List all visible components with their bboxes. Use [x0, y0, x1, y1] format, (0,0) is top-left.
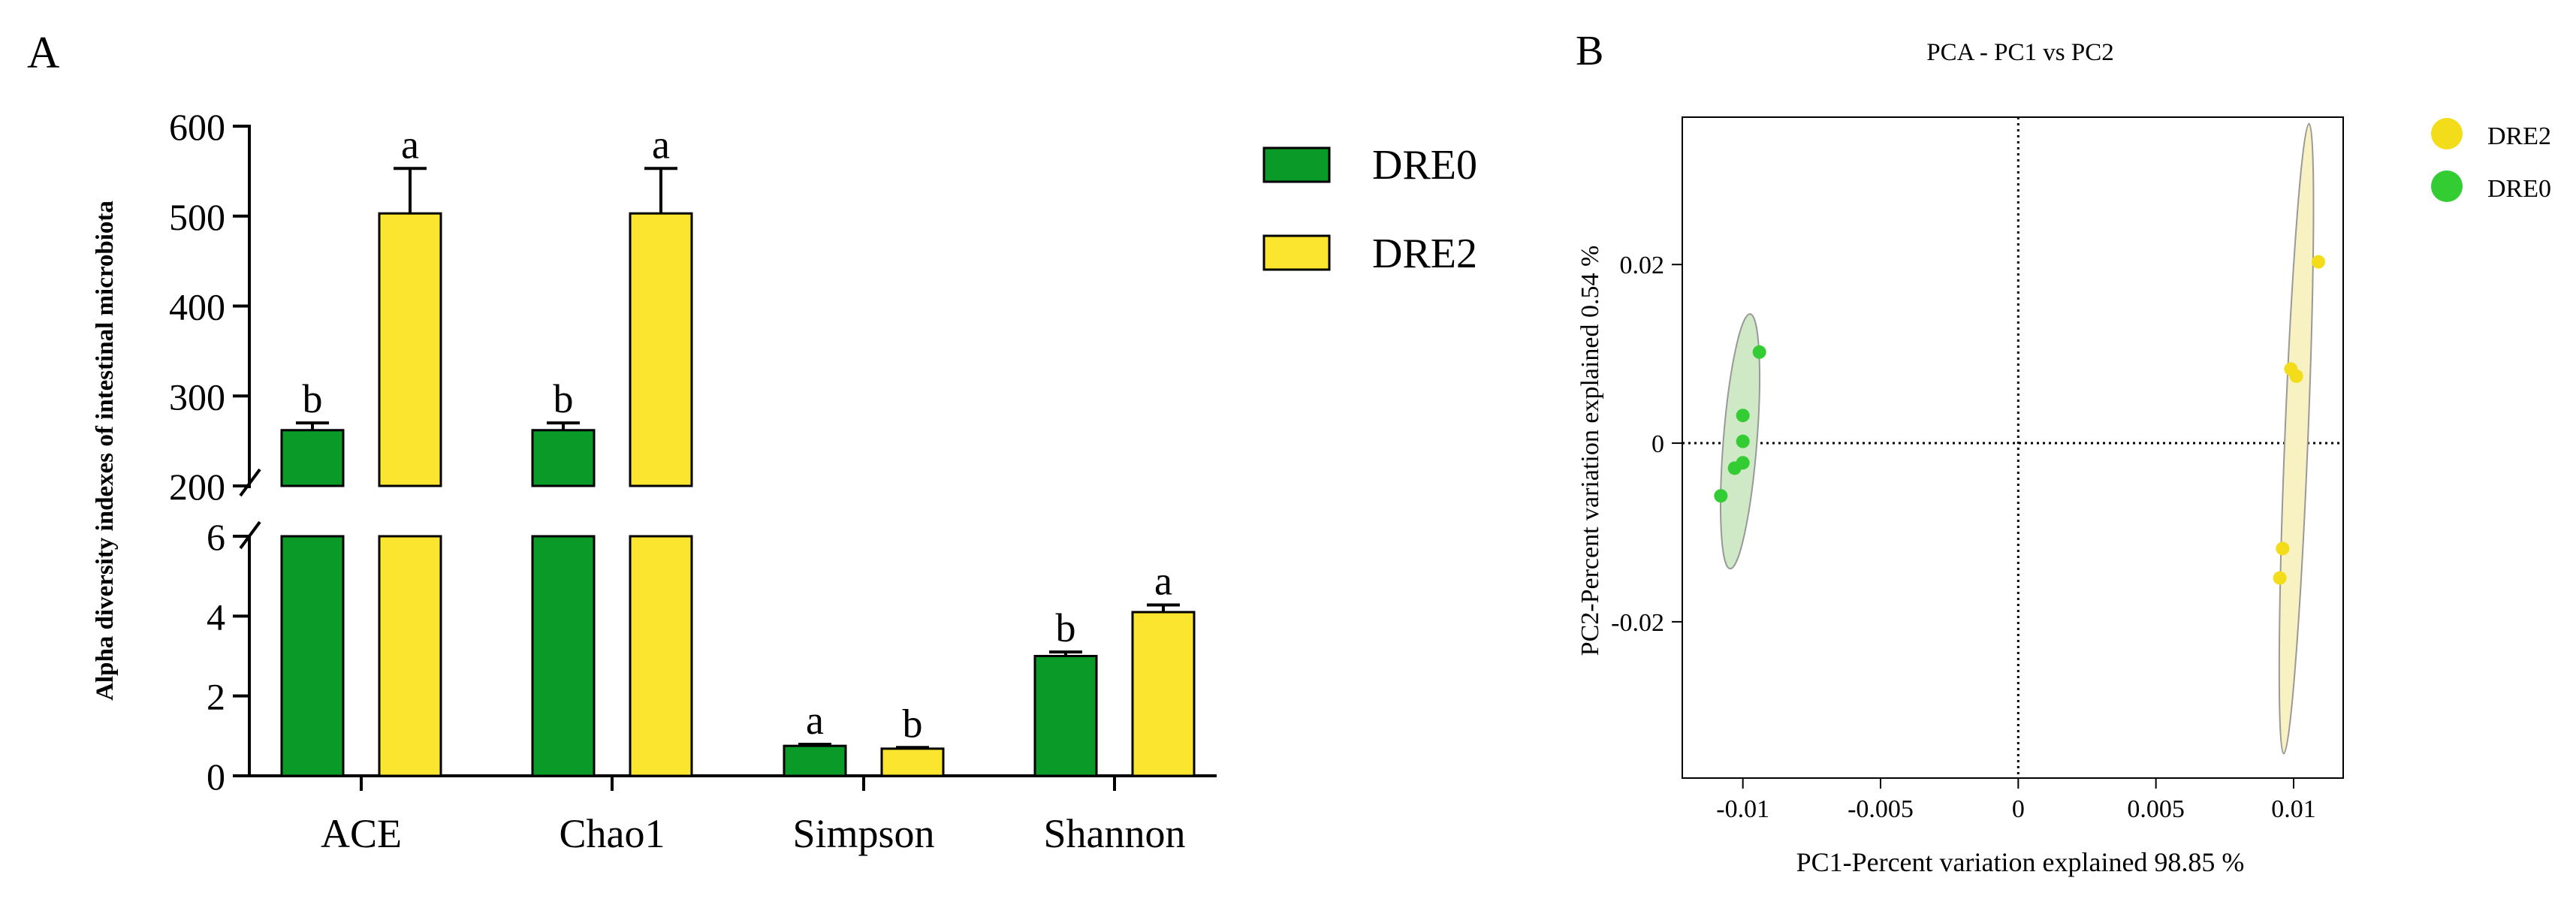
point-dre0-6: [1714, 489, 1728, 503]
bar-dre2-ace-upper: [378, 212, 442, 487]
y-axis-break-mark-upper: [239, 468, 261, 497]
y-tick-label-300: 300: [169, 376, 225, 418]
point-dre0-2: [1736, 409, 1750, 423]
significance-letter-dre0-chao1: b: [554, 376, 574, 421]
panel-b-title: PCA - PC1 vs PC2: [1926, 39, 2113, 66]
panel-b: B PCA - PC1 vs PC2 PC1-Percent variation…: [1576, 28, 2551, 877]
legend-label-dre0: DRE0: [1372, 142, 1477, 189]
y-tick-label-600: 600: [169, 106, 225, 148]
significance-letter-dre0-ace: b: [303, 376, 323, 421]
point-dre2-4: [2276, 541, 2290, 556]
significance-letter-dre0-simpson: a: [806, 698, 824, 743]
pca-x-tick-label-2: 0: [2012, 795, 2025, 823]
point-dre0-5: [1727, 461, 1742, 475]
legend-swatch-dre2: [1262, 234, 1331, 271]
bar-dre2-chao1-upper: [629, 212, 693, 487]
y-tick-label-4: 4: [207, 596, 225, 638]
significance-letter-dre0-shannon: b: [1056, 605, 1076, 650]
y-tick-label-500: 500: [169, 196, 225, 238]
legend-label-dre2: DRE2: [1372, 231, 1477, 277]
pca-x-tick-label-3: 0.005: [2127, 795, 2185, 823]
confidence-ellipse-dre2: [2278, 122, 2315, 755]
pca-x-tick-label-4: 0.01: [2271, 795, 2316, 823]
significance-letter-dre2-chao1: a: [652, 122, 670, 167]
legend-label-dre2-pca: DRE2: [2487, 122, 2551, 150]
pca-plot-frame: [1682, 116, 2344, 779]
bar-dre2-shannon: [1131, 611, 1196, 777]
panel-a-legend: DRE0 DRE2: [1262, 142, 1477, 277]
bar-dre0-shannon: [1033, 655, 1098, 777]
pca-y-tick-label-0: -0.02: [1611, 609, 1664, 637]
legend-marker-dre0: [2431, 170, 2463, 202]
pca-y-tick-label-1: 0: [1651, 430, 1664, 458]
bar-dre0-ace-lower: [280, 535, 345, 777]
x-tick-label-chao1: Chao1: [560, 811, 665, 856]
y-tick-label-2: 2: [207, 676, 225, 718]
point-dre2-3: [2289, 369, 2303, 383]
bar-dre0-ace-upper: [280, 429, 345, 487]
y-axis-break-mark-lower: [239, 520, 261, 550]
y-tick-label-0: 0: [207, 756, 225, 798]
panel-b-y-axis-title: PC2-Percent variation explained 0.54 %: [1576, 246, 1604, 656]
panel-a-label: A: [27, 28, 59, 77]
point-dre2-1: [2312, 255, 2325, 269]
panel-b-label: B: [1576, 28, 1603, 74]
pca-x-tick-label-0: -0.01: [1716, 795, 1769, 823]
y-tick-label-6: 6: [207, 516, 225, 558]
pca-x-tick-label-1: -0.005: [1848, 795, 1914, 823]
y-tick-label-400: 400: [169, 286, 225, 328]
panel-a-bars: [280, 167, 1196, 777]
significance-letter-dre2-simpson: b: [903, 701, 923, 746]
panel-a-tick-labels: 200 300 400 500 600 0 2 4 6 ACE b a Chao1 b a Simpson a b…: [169, 106, 1186, 856]
bar-dre2-ace-lower: [378, 535, 442, 777]
pca-y-tick-label-2: 0.02: [1620, 252, 1665, 279]
bar-dre2-simpson: [880, 747, 945, 777]
significance-letter-dre2-shannon: a: [1154, 558, 1172, 603]
bar-dre0-simpson: [783, 744, 847, 777]
bar-dre0-chao1-lower: [531, 535, 596, 777]
significance-letter-dre2-ace: a: [401, 122, 419, 167]
legend-label-dre0-pca: DRE0: [2487, 175, 2551, 203]
bar-dre0-chao1-upper: [531, 429, 596, 487]
x-tick-label-ace: ACE: [321, 811, 402, 856]
point-dre2-5: [2273, 571, 2287, 585]
point-dre0-3: [1736, 434, 1750, 448]
x-tick-label-shannon: Shannon: [1044, 811, 1186, 856]
bar-dre2-chao1-lower: [629, 535, 693, 777]
panel-b-plot: -0.01 -0.005 0 0.005 0.01 -0.02 0 0.02: [1611, 116, 2344, 823]
legend-marker-dre2: [2431, 118, 2463, 149]
panel-b-x-axis-title: PC1-Percent variation explained 98.85 %: [1796, 847, 2245, 877]
x-tick-label-simpson: Simpson: [792, 811, 934, 856]
y-tick-label-200: 200: [169, 466, 225, 508]
panel-a-y-axis-title: Alpha diversity indexes of intestinal mi…: [92, 201, 119, 701]
panel-b-legend: DRE2 DRE0: [2431, 118, 2551, 203]
panel-a: A Alpha diversity indexes of intestinal …: [27, 28, 1477, 856]
legend-swatch-dre0: [1262, 146, 1331, 183]
point-dre0-1: [1752, 345, 1766, 359]
